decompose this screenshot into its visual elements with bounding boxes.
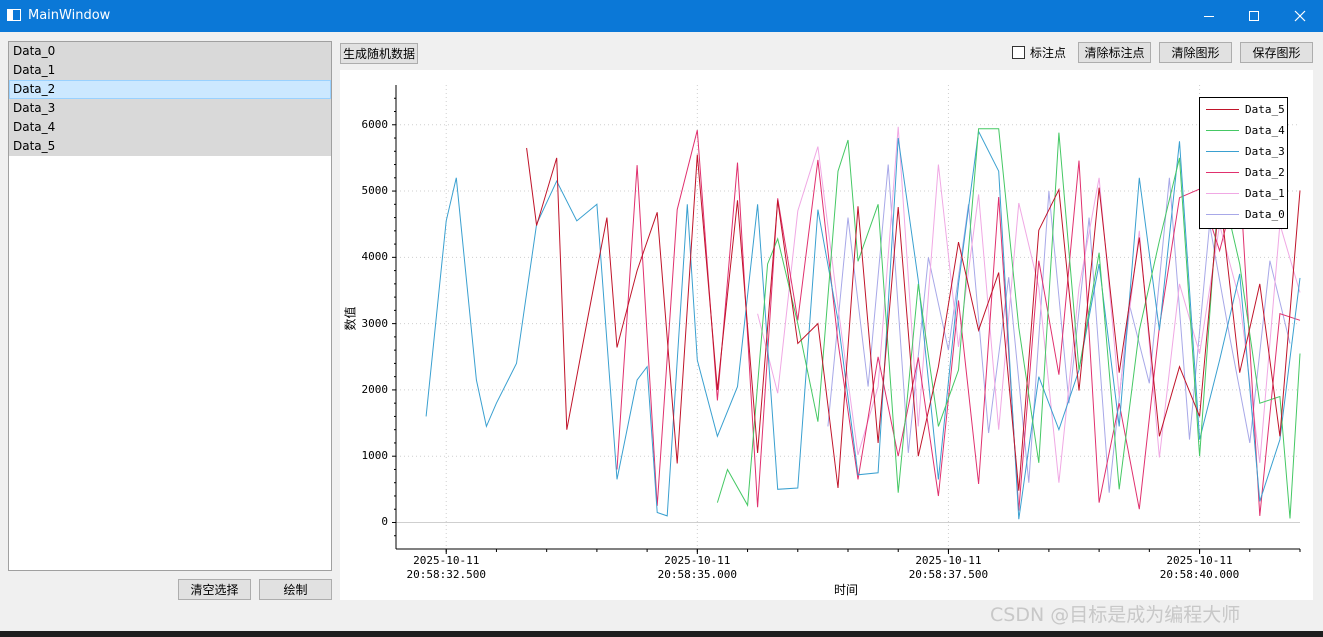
legend-label: Data_4 — [1245, 123, 1285, 137]
legend-swatch — [1206, 129, 1239, 131]
watermark: CSDN @目标是成为编程大师 — [990, 604, 1241, 626]
list-item[interactable]: Data_0 — [9, 42, 331, 61]
list-item-selected[interactable]: Data_2 — [9, 80, 331, 99]
x-axis-title: 时间 — [833, 583, 858, 597]
minimize-button[interactable] — [1186, 0, 1232, 32]
clear-chart-button[interactable]: 清除图形 — [1159, 42, 1232, 63]
close-icon — [1294, 10, 1306, 22]
x-tick-date: 2025-10-11 — [413, 554, 480, 567]
list-item[interactable]: Data_4 — [9, 118, 331, 137]
y-tick-label: 3000 — [361, 316, 389, 330]
legend-entry-data5: Data_5 — [1206, 102, 1285, 116]
annotate-points-label: 标注点 — [1030, 46, 1067, 60]
legend-entry-data1: Data_1 — [1206, 186, 1285, 200]
list-item[interactable]: Data_1 — [9, 61, 331, 80]
legend-entry-data3: Data_3 — [1206, 144, 1285, 158]
y-tick-label: 0 — [381, 515, 388, 529]
legend-label: Data_1 — [1245, 186, 1285, 200]
chart-area[interactable] — [340, 70, 1313, 600]
legend-label: Data_3 — [1245, 144, 1285, 158]
x-tick-time: 20:58:32.500 — [406, 568, 486, 581]
title-bar: MainWindow — [0, 0, 1323, 32]
y-axis-title: 数值 — [343, 306, 358, 331]
x-tick-label: 2025-10-11 20:58:40.000 — [1145, 554, 1255, 582]
x-tick-date: 2025-10-11 — [915, 554, 982, 567]
legend-swatch — [1206, 171, 1239, 173]
data-series-list[interactable]: Data_0 Data_1 Data_2 Data_3 Data_4 Data_… — [8, 41, 332, 571]
x-tick-date: 2025-10-11 — [664, 554, 731, 567]
y-tick-label: 1000 — [361, 449, 389, 463]
list-item[interactable]: Data_3 — [9, 99, 331, 118]
x-tick-time: 20:58:40.000 — [1159, 568, 1240, 581]
save-chart-button[interactable]: 保存图形 — [1240, 42, 1313, 63]
x-tick-label: 2025-10-11 20:58:35.000 — [642, 554, 752, 582]
legend-swatch — [1206, 150, 1239, 152]
maximize-icon — [1249, 11, 1259, 21]
clear-selection-button[interactable]: 清空选择 — [178, 579, 251, 600]
legend-entry-data0: Data_0 — [1206, 207, 1285, 221]
close-button[interactable] — [1277, 0, 1323, 32]
list-item[interactable]: Data_5 — [9, 137, 331, 156]
x-tick-time: 20:58:35.000 — [657, 568, 738, 581]
window-title: MainWindow — [28, 8, 111, 23]
x-tick-time: 20:58:37.500 — [908, 568, 989, 581]
legend-swatch — [1206, 192, 1239, 194]
y-tick-label: 5000 — [361, 184, 389, 198]
annotate-points-checkbox[interactable]: 标注点 — [1012, 44, 1066, 61]
maximize-button[interactable] — [1231, 0, 1277, 32]
legend-label: Data_5 — [1245, 102, 1285, 116]
x-tick-label: 2025-10-11 20:58:32.500 — [391, 554, 501, 582]
minimize-icon — [1204, 16, 1214, 17]
taskbar-strip — [0, 631, 1323, 637]
x-tick-label: 2025-10-11 20:58:37.500 — [893, 554, 1003, 582]
generate-random-data-button[interactable]: 生成随机数据 — [340, 43, 418, 64]
chart-legend: Data_5 Data_4 Data_3 Data_2 Data_1 Data_… — [1199, 97, 1288, 229]
clear-annotations-button[interactable]: 清除标注点 — [1078, 42, 1151, 63]
y-tick-label: 2000 — [361, 382, 389, 396]
draw-button[interactable]: 绘制 — [259, 579, 332, 600]
checkbox-box[interactable] — [1012, 46, 1025, 59]
legend-label: Data_0 — [1245, 207, 1285, 221]
x-tick-date: 2025-10-11 — [1166, 554, 1233, 567]
legend-label: Data_2 — [1245, 165, 1285, 179]
legend-swatch — [1206, 213, 1239, 215]
legend-swatch — [1206, 108, 1239, 110]
y-tick-label: 6000 — [361, 117, 389, 131]
legend-entry-data4: Data_4 — [1206, 123, 1285, 137]
app-window-icon — [7, 9, 21, 21]
legend-entry-data2: Data_2 — [1206, 165, 1285, 179]
y-tick-label: 4000 — [361, 250, 389, 264]
